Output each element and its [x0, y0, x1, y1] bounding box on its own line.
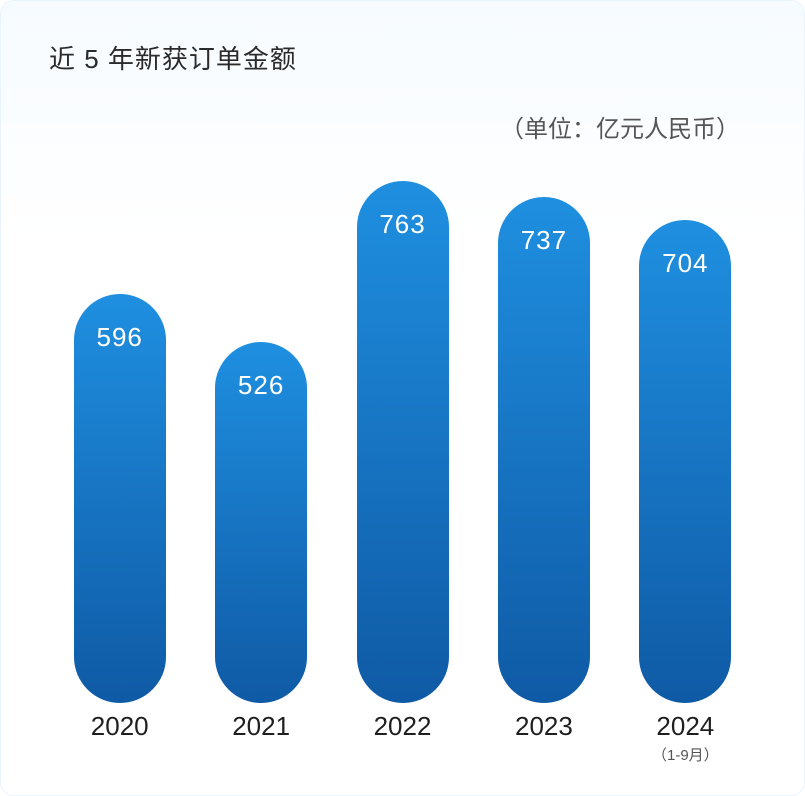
- chart-plot-area: 596 526 763 737 704: [49, 181, 756, 703]
- x-tick: 2022: [332, 711, 473, 765]
- unit-label: （单位：亿元人民币）: [500, 109, 740, 144]
- bar-slot: 704: [615, 181, 756, 703]
- chart-card: 近 5 年新获订单金额 （单位：亿元人民币） 596 526 763 737 7…: [0, 0, 805, 796]
- bar-2023: 737: [498, 197, 590, 703]
- bar-2024: 704: [639, 220, 731, 703]
- x-tick: 2020: [49, 711, 190, 765]
- bar-slot: 596: [49, 181, 190, 703]
- bar-slot: 763: [332, 181, 473, 703]
- x-axis: 2020 2021 2022 2023 2024 （1-9月）: [49, 711, 756, 765]
- bar-value-label: 704: [662, 248, 708, 703]
- x-tick-sublabel: （1-9月）: [615, 744, 756, 765]
- x-tick-label: 2022: [374, 711, 432, 741]
- x-tick: 2024 （1-9月）: [615, 711, 756, 765]
- bar-value-label: 526: [238, 370, 284, 703]
- bar-2021: 526: [215, 342, 307, 703]
- x-tick: 2023: [473, 711, 614, 765]
- bar-value-label: 737: [521, 225, 567, 703]
- x-tick: 2021: [190, 711, 331, 765]
- bar-slot: 526: [190, 181, 331, 703]
- x-tick-label: 2021: [232, 711, 290, 741]
- bar-2020: 596: [74, 294, 166, 703]
- bar-2022: 763: [357, 181, 449, 703]
- bar-slot: 737: [473, 181, 614, 703]
- x-tick-label: 2020: [91, 711, 149, 741]
- x-tick-label: 2024: [656, 711, 714, 741]
- bar-value-label: 763: [379, 209, 425, 703]
- chart-title: 近 5 年新获订单金额: [49, 39, 756, 76]
- bar-value-label: 596: [97, 322, 143, 703]
- x-tick-label: 2023: [515, 711, 573, 741]
